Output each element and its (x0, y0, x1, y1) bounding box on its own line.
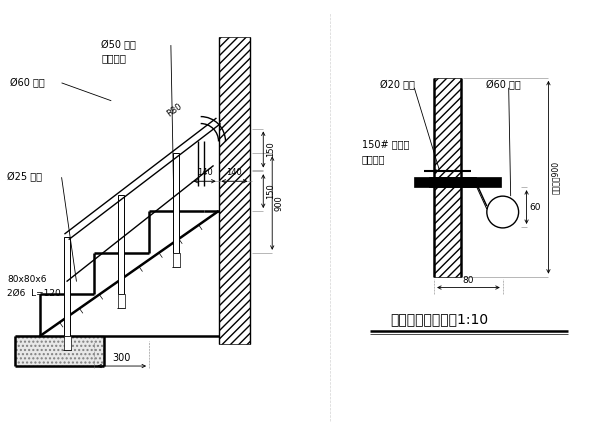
Text: 150: 150 (266, 142, 275, 157)
Text: 80: 80 (463, 276, 474, 285)
Text: 140: 140 (197, 168, 212, 177)
Text: Ø60 钗管: Ø60 钗管 (486, 80, 520, 90)
Text: 嵌入墙内: 嵌入墙内 (362, 154, 385, 164)
Bar (173, 153, 179, 253)
Text: 900: 900 (274, 195, 283, 211)
Text: 150# 混凝土: 150# 混凝土 (362, 140, 409, 149)
Text: R80: R80 (165, 102, 183, 119)
Text: 140: 140 (226, 168, 242, 177)
Bar (218, 37, 250, 344)
Text: Ø50 钗管: Ø50 钗管 (101, 40, 136, 50)
Text: 楼梯靠墙扶手节点1:10: 楼梯靠墙扶手节点1:10 (390, 312, 488, 326)
Text: Ø60 钗管: Ø60 钗管 (10, 78, 45, 88)
Bar (63, 237, 70, 336)
Bar (15, 336, 104, 366)
Bar (118, 295, 125, 308)
Text: 每步一根: 每步一根 (101, 53, 126, 63)
Bar (63, 336, 71, 350)
Text: 300: 300 (112, 353, 131, 363)
Bar (118, 195, 124, 295)
Text: 150: 150 (266, 183, 275, 199)
Text: Ø25 圆钓: Ø25 圆钓 (7, 172, 42, 182)
Text: Ø20 圆钓: Ø20 圆钓 (379, 80, 414, 90)
Bar (173, 253, 180, 267)
Bar (414, 177, 501, 187)
Text: 80x80x6: 80x80x6 (7, 275, 46, 284)
Text: 2Ø6  L=120: 2Ø6 L=120 (7, 289, 60, 298)
Text: 离蹏步高900: 离蹏步高900 (551, 161, 561, 194)
Bar (434, 78, 461, 276)
Text: 60: 60 (529, 203, 541, 212)
Bar (429, 177, 476, 187)
